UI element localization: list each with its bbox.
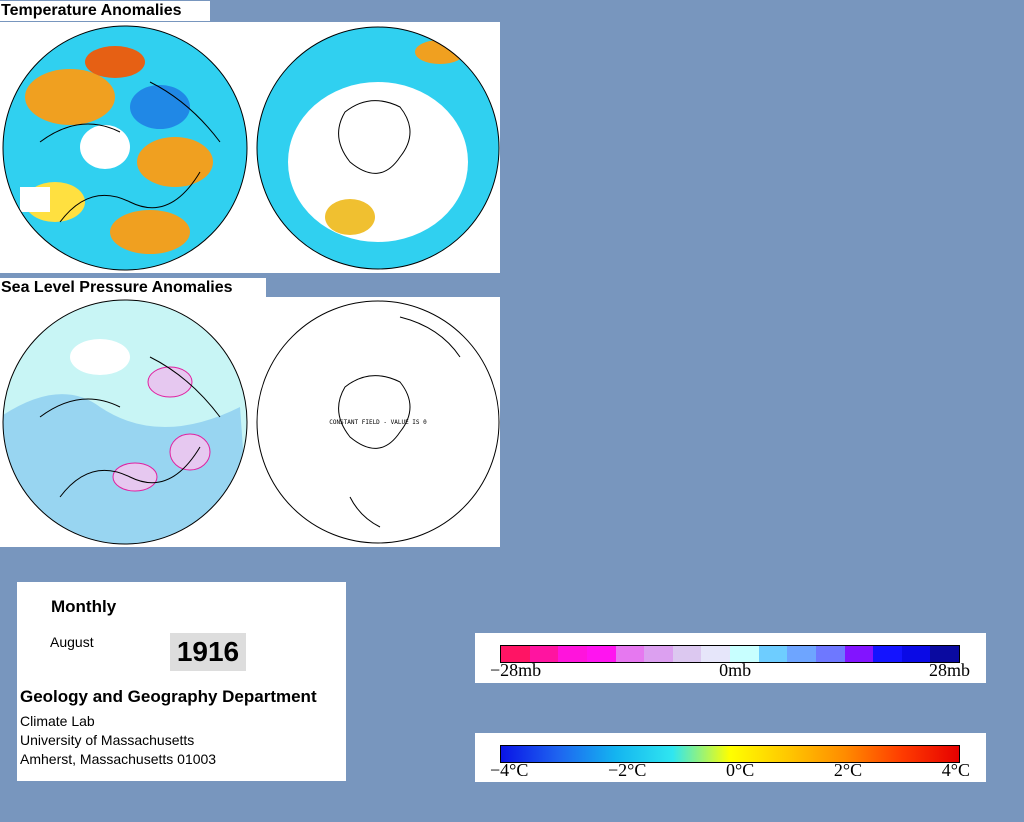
- pressure-contour: [147, 366, 193, 398]
- scale-label: −2°C: [608, 760, 647, 780]
- scale-segment: [501, 646, 530, 662]
- temp-title: Temperature Anomalies: [0, 1, 210, 21]
- coastline: [338, 316, 461, 528]
- scale-segment: [930, 646, 959, 662]
- pressure-scale: [500, 645, 960, 663]
- temperature-colorbar: −4°C −2°C 0°C 2°C 4°C: [475, 733, 986, 782]
- scale-segment: [586, 646, 616, 662]
- address: Climate Lab University of Massachusetts …: [20, 712, 216, 769]
- no-data: [70, 339, 130, 375]
- globe-outline: [2, 25, 248, 271]
- coastline: [338, 100, 411, 174]
- temperature-scale: [500, 745, 960, 763]
- scale-segment: [615, 646, 645, 662]
- temp-south: [257, 27, 499, 269]
- address-line: University of Massachusetts: [20, 732, 195, 748]
- slp-panel: CONSTANT FIELD - VALUE IS 0: [0, 297, 500, 547]
- temp-north: [3, 26, 247, 270]
- scale-segment: [529, 646, 559, 662]
- pressure-contour: [169, 433, 211, 471]
- scale-label: 28mb: [928, 660, 970, 680]
- year: 1916: [170, 633, 246, 671]
- warm-area: [110, 210, 190, 254]
- scale-label: −4°C: [490, 760, 529, 780]
- pressure-labels: −28mb 0mb 28mb: [490, 660, 970, 681]
- temp-panel: [0, 22, 500, 273]
- slp-title: Sea Level Pressure Anomalies: [0, 278, 266, 298]
- pressure-contour: [112, 462, 158, 492]
- pressure-colorbar: −28mb 0mb 28mb: [475, 633, 986, 683]
- scale-label: 0°C: [726, 760, 755, 780]
- slp-maps: CONSTANT FIELD - VALUE IS 0: [2, 299, 500, 545]
- globe-outline: [2, 299, 248, 545]
- scale-label: 0mb: [719, 660, 752, 680]
- month: August: [50, 634, 94, 650]
- scale-segment: [787, 646, 816, 662]
- scale-segment: [901, 646, 931, 662]
- scale-label: −28mb: [490, 660, 542, 680]
- slp-north: [3, 300, 247, 544]
- address-line: Amherst, Massachusetts 01003: [20, 751, 217, 767]
- scale-segment: [873, 646, 902, 662]
- scale-segment: [758, 646, 788, 662]
- department: Geology and Geography Department: [20, 687, 317, 706]
- scale-segment: [644, 646, 673, 662]
- constant-field-note: CONSTANT FIELD - VALUE IS 0: [329, 419, 427, 426]
- scale-segment: [672, 646, 702, 662]
- globe-outline: [256, 26, 500, 270]
- address-line: Climate Lab: [20, 713, 95, 729]
- warm-area: [25, 69, 115, 125]
- warm-area: [85, 46, 145, 78]
- warm-area: [325, 199, 375, 235]
- warm-area: [137, 137, 213, 187]
- cold-area: [130, 85, 190, 129]
- info-box: Monthly August 1916 Geology and Geograph…: [17, 582, 346, 781]
- temp-maps: [2, 25, 500, 271]
- globe-outline: [256, 300, 500, 544]
- no-data: [20, 187, 50, 212]
- period-type: Monthly: [51, 597, 117, 616]
- scale-label: 4°C: [941, 760, 970, 780]
- scale-segment: [558, 646, 587, 662]
- coastline: [39, 356, 221, 498]
- scale-segment: [844, 646, 874, 662]
- scale-segment: [815, 646, 845, 662]
- no-data: [80, 125, 130, 169]
- scale-segment: [730, 646, 759, 662]
- no-data: [288, 82, 468, 242]
- coastline: [39, 81, 221, 223]
- scale-label: 2°C: [833, 760, 863, 780]
- scale-segment: [701, 646, 730, 662]
- temperature-labels: −4°C −2°C 0°C 2°C 4°C: [490, 760, 970, 781]
